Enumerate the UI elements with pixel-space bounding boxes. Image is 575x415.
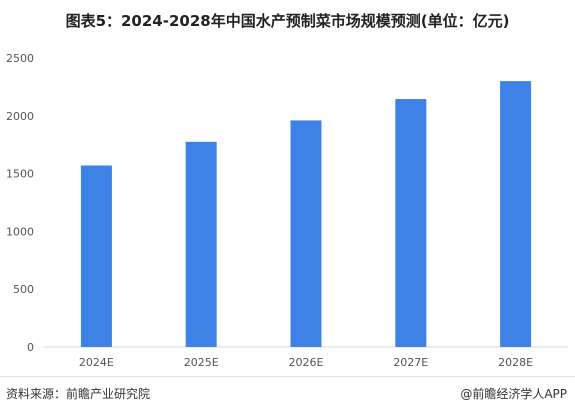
credit-note: @前瞻经济学人APP bbox=[460, 387, 567, 401]
bar-2026E bbox=[290, 120, 322, 347]
x-axis-ticks: 2024E 2025E 2026E 2027E 2028E bbox=[79, 356, 533, 369]
x-tick-label: 2026E bbox=[289, 356, 324, 369]
x-tick-label: 2025E bbox=[184, 356, 219, 369]
x-tick-label: 2028E bbox=[498, 356, 533, 369]
bar-2024E bbox=[80, 165, 112, 347]
bar-2027E bbox=[395, 99, 427, 348]
bars bbox=[80, 81, 532, 348]
bar-2028E bbox=[500, 81, 532, 348]
x-tick-label: 2027E bbox=[393, 356, 428, 369]
y-tick-label: 2000 bbox=[6, 110, 34, 123]
y-tick-label: 500 bbox=[13, 283, 34, 296]
y-tick-label: 1500 bbox=[6, 168, 34, 181]
bar-2025E bbox=[185, 141, 217, 347]
y-tick-label: 2500 bbox=[6, 52, 34, 65]
chart-title: 图表5：2024-2028年中国水产预制菜市场规模预测(单位：亿元) bbox=[65, 12, 510, 30]
x-tick-label: 2024E bbox=[79, 356, 114, 369]
footer-divider bbox=[0, 376, 575, 377]
y-axis-ticks: 0 500 1000 1500 2000 2500 bbox=[6, 52, 34, 354]
y-tick-label: 1000 bbox=[6, 225, 34, 238]
source-note: 资料来源：前瞻产业研究院 bbox=[6, 387, 151, 401]
y-tick-label: 0 bbox=[27, 341, 34, 354]
